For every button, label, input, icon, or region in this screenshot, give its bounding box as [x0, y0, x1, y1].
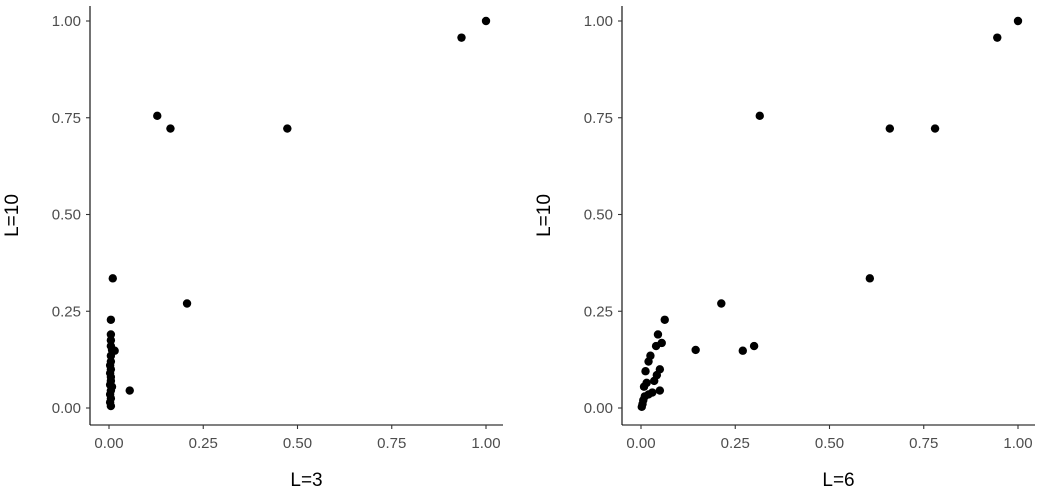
y-axis-title: L=10: [2, 194, 23, 237]
scatter-point: [993, 33, 1002, 42]
scatter-point: [885, 124, 895, 133]
scatter-point: [1013, 16, 1023, 26]
x-tick-label: 0.25: [721, 435, 750, 452]
y-tick-label: 1.00: [584, 13, 613, 30]
scatter-point: [637, 402, 646, 412]
scatter-point: [738, 346, 747, 355]
scatter-point: [283, 124, 292, 133]
y-axis-title: L=10: [534, 194, 555, 237]
scatter-point: [660, 315, 669, 324]
y-tick-label: 0.75: [584, 110, 613, 127]
scatter-point: [106, 336, 116, 345]
scatter-point: [644, 357, 653, 366]
scatter-point: [649, 376, 659, 386]
scatter-point: [865, 274, 875, 283]
scatter-point: [125, 386, 134, 395]
scatter-point: [717, 299, 726, 308]
scatter-point: [106, 401, 116, 411]
scatter-point: [691, 345, 700, 355]
x-tick-label: 0.00: [94, 435, 123, 452]
scatter-point: [749, 341, 759, 351]
scatter-point: [182, 299, 192, 308]
scatter-point: [106, 351, 116, 360]
scatter-point: [655, 386, 665, 395]
y-tick-label: 0.50: [52, 207, 81, 224]
scatter-point: [481, 16, 491, 26]
scatter-point: [166, 124, 175, 133]
scatter-point: [641, 367, 650, 376]
scatter-point: [106, 315, 116, 324]
x-tick-label: 1.00: [1003, 435, 1032, 452]
y-tick-label: 0.25: [584, 303, 613, 320]
x-tick-label: 0.75: [909, 435, 938, 452]
scatter-point: [930, 124, 940, 133]
scatter-point: [755, 111, 764, 121]
scatter-point: [653, 330, 663, 339]
y-tick-label: 0.25: [52, 303, 81, 320]
y-tick-label: 1.00: [52, 13, 81, 30]
scatter-point: [106, 330, 116, 339]
scatter-point: [108, 274, 117, 283]
scatter-point: [639, 382, 649, 391]
scatter-panel-l3: 0.00 0.25 0.50 0.75 1.00 0.00 0.25 0.50 0.75 1.00…: [2, 6, 503, 490]
scatter-panel-l6: 0.00 0.25 0.50 0.75 1.00 0.00 0.25 0.50 0.75 1.00…: [534, 6, 1035, 490]
x-tick-label: 0.50: [815, 435, 844, 452]
x-tick-label: 0.00: [626, 435, 655, 452]
x-tick-label: 1.00: [471, 435, 500, 452]
y-tick-label: 0.00: [584, 400, 613, 417]
y-tick-label: 0.50: [584, 207, 613, 224]
x-axis-title: L=3: [290, 470, 322, 490]
scatter-point: [651, 341, 661, 351]
x-tick-label: 0.50: [283, 435, 312, 452]
x-tick-label: 0.75: [377, 435, 406, 452]
scatter-point: [457, 33, 466, 42]
y-tick-label: 0.00: [52, 400, 81, 417]
x-axis-title: L=6: [822, 470, 854, 490]
y-tick-label: 0.75: [52, 110, 81, 127]
scatter-point: [153, 111, 162, 121]
x-tick-label: 0.25: [189, 435, 218, 452]
